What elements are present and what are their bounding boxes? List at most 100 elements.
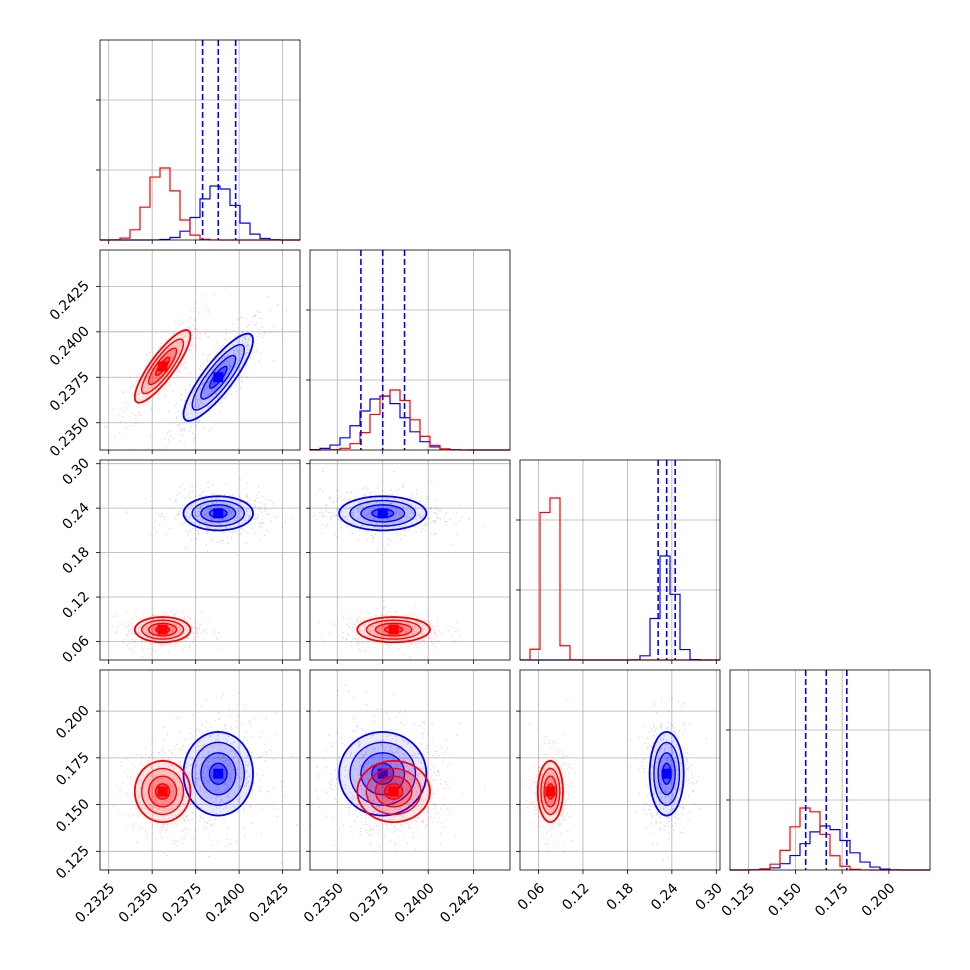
contour-line [356,759,431,824]
y-tick-label: 0.2400 [47,323,93,369]
contour-line [208,762,228,785]
contour-line [540,767,561,816]
scatter-points [112,738,214,856]
contour-line [140,767,185,816]
contour-line [182,730,254,817]
density-peak-marker [388,624,399,635]
histogram-series-1-param-3 [520,555,720,661]
x-tick-label: 0.2400 [203,880,249,926]
contour-line [133,616,192,644]
x-tick-label: 0.200 [859,880,899,920]
contour-line [147,347,178,386]
contour-line [648,730,685,817]
panel-frame [309,459,511,661]
y-tick-label: 0.150 [53,796,93,836]
panel-frame [519,459,721,661]
contour-line [140,619,185,640]
x-tick-label: 0.150 [765,880,805,920]
scatter-points [108,607,220,658]
scatter-points [629,698,708,862]
contour-line [543,775,558,808]
panel-frame [309,249,511,451]
contour-line [133,759,192,824]
panel-layer: 0.125 0.150 0.175 0.2000.23500.23750.24000.… [47,39,931,926]
density-peak-marker [377,768,388,779]
x-tick-label: 0.2375 [159,880,205,926]
density-peak-marker [213,372,224,383]
y-tick-label: 0.2350 [47,414,93,460]
y-tick-label: 0.175 [53,749,93,789]
density-peak-marker [157,786,168,797]
contour-line [208,365,228,389]
x-tick-label: 0.2375 [346,880,392,926]
contour-line [349,499,417,527]
contour-line [338,730,428,817]
y-tick-label: 0.125 [53,843,93,883]
contour-line [365,767,422,816]
contour-line [536,759,564,824]
y-tick-label: 0.12 [59,589,92,622]
panel-frame [729,669,931,871]
x-tick-label: 0.18 [604,880,637,913]
panel-frame [99,459,301,661]
panel-frame [309,669,511,871]
scatter-points [318,600,461,659]
x-tick-label: 0.12 [559,880,592,913]
density-peak-marker [213,508,224,519]
x-tick-label: 0.2350 [301,880,347,926]
contour-line [200,354,237,400]
y-tick-label: 0.200 [53,703,93,743]
x-tick-label: 0.125 [719,880,759,920]
histogram-series-2-param-4 [729,807,930,871]
panel-frame [99,39,301,241]
x-tick-label: 0.2400 [392,880,438,926]
contour-line [653,741,681,806]
x-tick-label: 0.2350 [116,880,162,926]
contour-line [383,783,404,800]
contour-line [349,741,417,806]
contour-line [374,775,413,808]
y-tick-label: 0.2375 [47,369,93,415]
density-peak-marker [157,624,168,635]
x-tick-label: 0.2425 [437,880,483,926]
density-peak-marker [157,361,168,372]
x-tick-label: 0.2425 [246,880,292,926]
contour-line [140,338,185,395]
x-tick-label: 0.06 [515,880,548,913]
contour-line [657,752,676,796]
contour-line [338,495,428,532]
x-tick-label: 0.2325 [72,880,118,926]
scatter-points [150,692,298,864]
panel-frame [99,669,301,871]
y-tick-label: 0.30 [59,455,92,488]
contour-line [191,741,246,806]
panel-frame [519,669,721,871]
contour-line [374,622,413,637]
contour-line [154,783,171,800]
contour-line [200,752,237,796]
contour-line [147,622,178,637]
contour-line [133,329,192,404]
contour-line [356,616,431,644]
density-peak-marker [388,786,399,797]
density-peak-marker [661,768,672,779]
y-tick-label: 0.06 [59,633,92,666]
density-peak-marker [213,768,224,779]
scatter-points [523,699,576,853]
contour-line [365,619,422,640]
contour-line [147,775,178,808]
y-tick-label: 0.18 [59,544,92,577]
contour-line [360,504,406,523]
x-tick-label: 0.175 [812,880,852,920]
contour-line [182,332,254,422]
density-peak-marker [545,786,556,797]
panel-frame [99,249,301,451]
x-tick-label: 0.24 [648,880,681,913]
contour-line [200,504,237,523]
histogram-series-2-param-3 [519,497,720,661]
density-peak-marker [377,508,388,519]
contour-line [191,499,246,527]
y-tick-label: 0.24 [59,500,92,533]
contour-line [182,495,254,532]
